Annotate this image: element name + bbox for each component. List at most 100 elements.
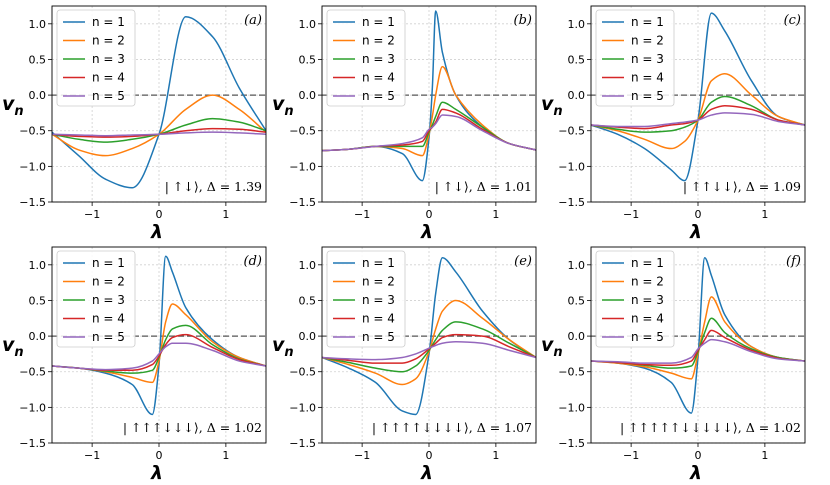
x-tick-label: 0: [695, 449, 702, 462]
state-label: | ↑↓⟩, Δ = 1.39: [165, 179, 262, 194]
y-axis-label: vn: [541, 334, 563, 360]
y-tick-label: −0.5: [19, 125, 46, 138]
legend-label-n4: n = 4: [362, 71, 395, 85]
y-tick-label: 0.0: [299, 330, 317, 343]
legend-label-n4: n = 4: [631, 312, 664, 326]
y-tick-label: −0.5: [558, 125, 585, 138]
x-tick-label: 1: [222, 208, 229, 221]
legend-label-n4: n = 4: [92, 71, 125, 85]
legend-label-n1: n = 1: [92, 256, 125, 270]
x-tick-label: 0: [695, 208, 702, 221]
series-line-n1: [52, 15, 266, 189]
y-tick-label: 1.0: [29, 259, 47, 272]
y-tick-label: −0.5: [289, 125, 316, 138]
legend-label-n4: n = 4: [92, 312, 125, 326]
y-axis-label-subscript: n: [14, 104, 23, 119]
y-tick-label: −1.0: [558, 401, 585, 414]
panel-tag: (e): [514, 254, 532, 269]
y-tick-label: 1.0: [568, 18, 586, 31]
y-tick-label: −1.0: [19, 401, 46, 414]
y-tick-label: 0.0: [29, 89, 47, 102]
y-axis-label: vn: [272, 93, 294, 119]
legend-label-n4: n = 4: [362, 312, 395, 326]
state-label: | ↑↑↓↓⟩, Δ = 1.09: [683, 179, 801, 194]
x-axis-label: λ: [420, 221, 433, 243]
panel-e: −1 0 1 −1.5 −1.0 −0.5 0.0 0.5 1.0 λ vn n = 1 n = 2 n …: [272, 246, 537, 484]
y-tick-label: 1.0: [299, 259, 317, 272]
state-label: | ↑↓⟩, Δ = 1.01: [435, 179, 532, 194]
series-group: [52, 255, 266, 416]
y-axis-label-subscript: n: [14, 345, 23, 360]
y-axis-label: vn: [2, 93, 24, 119]
y-tick-label: 0.0: [568, 330, 586, 343]
y-tick-label: 0.5: [568, 53, 586, 66]
legend-label-n3: n = 3: [92, 293, 125, 307]
legend-label-n3: n = 3: [92, 52, 125, 66]
y-tick-label: −1.0: [19, 160, 46, 173]
series-group: [591, 256, 805, 414]
y-tick-label: 0.0: [29, 330, 47, 343]
x-tick-label: −1: [84, 208, 100, 221]
legend-box: [326, 250, 406, 348]
y-axis-label-subscript: n: [284, 104, 293, 119]
state-label: | ↑↑↑↑↑↓↓↓↓↓⟩, Δ = 1.02: [620, 420, 801, 435]
legend-label-n5: n = 5: [362, 330, 395, 344]
x-tick-label: 0: [156, 208, 163, 221]
y-tick-label: 0.5: [29, 53, 47, 66]
y-tick-label: −1.0: [289, 160, 316, 173]
x-axis-label: λ: [150, 221, 163, 243]
series-line-n5: [591, 112, 805, 128]
x-axis-label: λ: [420, 462, 433, 484]
legend-box: [56, 250, 136, 348]
state-label: | ↑↑↑↓↓↓⟩, Δ = 1.02: [123, 420, 262, 435]
y-tick-label: 0.5: [299, 294, 317, 307]
y-tick-label: 1.0: [29, 18, 47, 31]
legend-label-n2: n = 2: [92, 275, 125, 289]
x-tick-label: −1: [623, 449, 639, 462]
y-axis-label: vn: [272, 334, 294, 360]
legend-box: [595, 250, 675, 348]
y-tick-label: −1.0: [558, 160, 585, 173]
legend-label-n3: n = 3: [631, 293, 664, 307]
series-line-n3: [322, 321, 536, 373]
legend-label-n5: n = 5: [92, 89, 125, 103]
series-line-n5: [52, 342, 266, 371]
legend-label-n3: n = 3: [631, 52, 664, 66]
x-axis-label: λ: [689, 221, 702, 243]
y-tick-label: −1.5: [19, 437, 46, 450]
panel-tag: (a): [244, 13, 262, 28]
y-tick-label: 1.0: [568, 259, 586, 272]
legend-label-n1: n = 1: [362, 15, 395, 29]
legend-label-n5: n = 5: [631, 330, 664, 344]
legend-label-n2: n = 2: [631, 275, 664, 289]
series-line-n1: [322, 256, 536, 416]
y-tick-label: −1.5: [558, 196, 585, 209]
legend-label-n2: n = 2: [362, 34, 395, 48]
y-axis-label-subscript: n: [553, 345, 562, 360]
y-tick-label: 0.5: [568, 294, 586, 307]
y-axis-label-subscript: n: [284, 345, 293, 360]
x-tick-label: −1: [623, 208, 639, 221]
series-line-n5: [591, 338, 805, 364]
x-tick-label: 0: [426, 208, 433, 221]
state-label: | ↑↑↑↑↓↓↓↓⟩, Δ = 1.07: [372, 420, 532, 435]
legend-label-n1: n = 1: [362, 256, 395, 270]
legend-label-n1: n = 1: [631, 256, 664, 270]
legend-label-n5: n = 5: [92, 330, 125, 344]
panel-c: −1 0 1 −1.5 −1.0 −0.5 0.0 0.5 1.0 λ vn n = 1 n = 2 n …: [541, 5, 806, 243]
series-group: [322, 256, 536, 416]
x-tick-label: −1: [354, 449, 370, 462]
x-tick-label: 1: [492, 208, 499, 221]
series-group: [52, 15, 266, 189]
panel-tag: (c): [784, 13, 801, 28]
panel-tag: (d): [244, 254, 262, 269]
panel-tag: (b): [514, 13, 532, 28]
y-tick-label: −0.5: [19, 366, 46, 379]
y-tick-label: −1.5: [289, 437, 316, 450]
x-tick-label: 1: [761, 208, 768, 221]
x-tick-label: 0: [426, 449, 433, 462]
series-line-n2: [591, 296, 805, 380]
series-line-n2: [322, 299, 536, 386]
panel-b: −1 0 1 −1.5 −1.0 −0.5 0.0 0.5 1.0 λ vn n = 1 n = 2 n …: [272, 5, 537, 243]
